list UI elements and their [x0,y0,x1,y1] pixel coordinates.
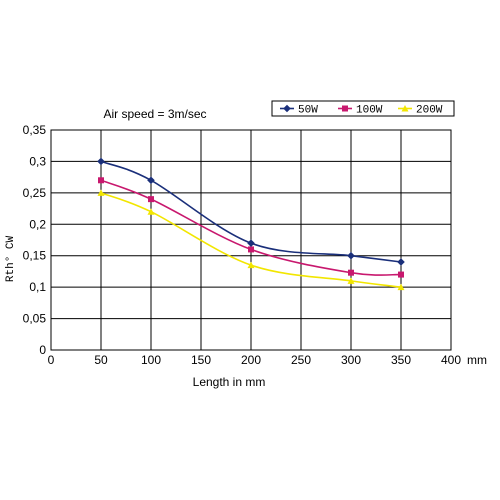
legend-marker [401,105,409,112]
data-point-50w [247,239,255,247]
data-point-50w [347,251,355,260]
axis-labels: 0 50 100 150 200 250 300 350 400 0 0,05 0,1 0,15 0,2 0… [23,123,462,367]
data-point-200w [147,208,155,215]
y-tick-label: 0,1 [29,280,46,294]
x-tick-label: 100 [141,353,161,367]
legend-label: 100W [356,105,383,117]
data-point-200w [247,261,255,269]
data-point-200w [397,283,405,291]
x-tick-label: 300 [341,353,361,367]
y-tick-label: 0,2 [29,217,46,231]
legend-item-100w: 100W [338,105,383,117]
legend-item-200w: 200W [398,105,443,117]
data-point-200w [97,189,105,196]
x-tick-label: 400 [441,353,461,367]
legend-marker [342,105,348,112]
grid-lines [51,130,451,350]
x-tick-label: 250 [291,353,311,367]
series-100w [98,177,404,278]
data-point-100w [248,246,254,253]
data-point-100w [348,269,354,276]
data-point-50w [147,176,155,185]
legend-item-50w: 50W [280,105,318,117]
chart-title: Air speed = 3m/sec [103,107,206,121]
series-200w [97,189,405,291]
y-tick-label: 0,25 [23,186,47,200]
data-point-100w [398,271,404,278]
data-point-50w [397,258,405,266]
legend: 50W 100W 200W [271,100,455,117]
y-tick-label: 0,3 [29,154,46,168]
data-point-50w [97,157,105,166]
legend-label: 200W [416,105,443,117]
data-point-200w [347,277,355,284]
y-axis-label: Rth° CW [5,236,17,283]
x-tick-label: 350 [391,353,411,367]
series-50w [97,157,405,266]
legend-box [271,100,455,117]
y-tick-label: 0 [39,343,46,357]
x-axis-unit: mm [467,353,487,367]
x-tick-label: 200 [241,353,261,367]
x-tick-label: 50 [94,353,108,367]
data-point-100w [148,196,154,203]
y-tick-label: 0,15 [23,249,47,263]
x-tick-label: 0 [48,353,55,367]
series-layer [97,157,405,291]
x-axis-label: Length in mm [193,375,266,389]
data-point-100w [98,177,104,184]
legend-label: 50W [298,105,318,117]
legend-marker [283,104,291,113]
y-tick-label: 0,05 [23,312,47,326]
y-tick-label: 0,35 [23,123,47,137]
x-tick-label: 150 [191,353,211,367]
